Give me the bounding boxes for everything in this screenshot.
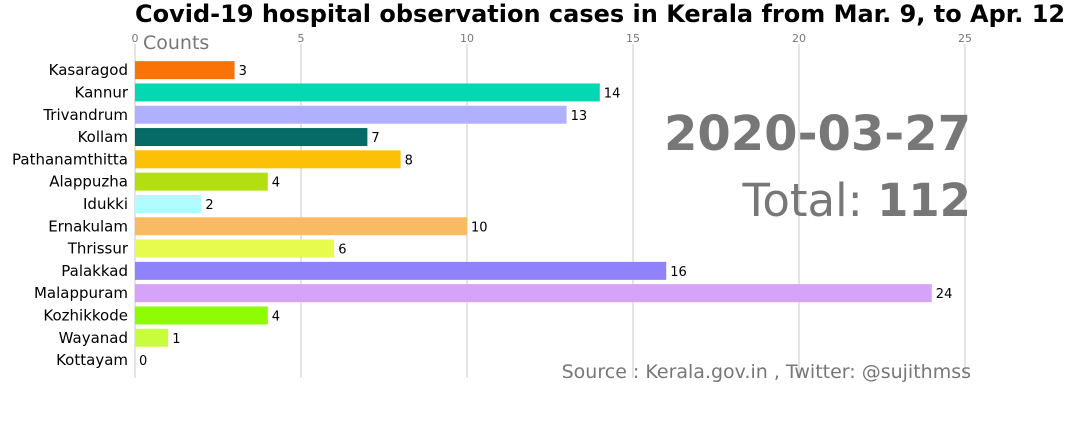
x-tick-label: 20 <box>792 32 806 45</box>
value-label: 3 <box>239 64 247 79</box>
bar <box>135 105 567 124</box>
y-tick-label: Kannur <box>75 83 129 101</box>
bar <box>135 194 202 213</box>
y-tick-label: Palakkad <box>61 262 128 280</box>
y-tick-label: Ernakulam <box>48 217 128 235</box>
bar <box>135 128 368 147</box>
bar <box>135 261 667 280</box>
y-tick-label: Malappuram <box>34 284 128 302</box>
bar <box>135 328 169 347</box>
x-axis-label: Counts <box>143 32 209 54</box>
y-tick-label: Wayanad <box>59 329 128 347</box>
y-tick-label: Kottayam <box>56 351 128 369</box>
value-label: 24 <box>936 287 953 302</box>
x-tick-label: 15 <box>626 32 640 45</box>
y-tick-label: Idukki <box>83 195 128 213</box>
x-tick-label: 0 <box>132 32 139 45</box>
chart-title: Covid-19 hospital observation cases in K… <box>135 0 1065 28</box>
total-value: 112 <box>877 174 971 227</box>
value-label: 13 <box>571 109 588 124</box>
value-label: 4 <box>272 176 280 191</box>
bar <box>135 306 268 325</box>
bar <box>135 284 932 303</box>
bar <box>135 217 467 236</box>
value-label: 6 <box>338 243 346 258</box>
value-label: 8 <box>405 153 413 168</box>
value-label: 0 <box>139 354 147 369</box>
value-label: 10 <box>471 220 488 235</box>
total-label: Total: 112 <box>741 174 971 227</box>
value-label: 4 <box>272 309 280 324</box>
bar <box>135 83 600 102</box>
x-tick-label: 5 <box>298 32 305 45</box>
value-label: 14 <box>604 86 621 101</box>
x-ticks: 0 5 10 15 20 25 <box>132 32 973 45</box>
y-tick-label: Thrissur <box>67 240 129 258</box>
value-label: 16 <box>670 265 687 280</box>
y-tick-label: Pathanamthitta <box>12 150 128 168</box>
bar <box>135 172 268 191</box>
date-label: 2020-03-27 <box>664 106 971 162</box>
value-label: 2 <box>205 198 213 213</box>
x-tick-label: 25 <box>958 32 972 45</box>
value-label: 1 <box>172 332 180 347</box>
y-tick-label: Trivandrum <box>42 106 128 124</box>
bars <box>135 61 932 347</box>
y-tick-labels: Kasaragod Kannur Trivandrum Kollam Pathanamt… <box>12 61 129 369</box>
y-tick-label: Kozhikkode <box>43 306 128 324</box>
bar <box>135 150 401 169</box>
y-tick-label: Kollam <box>78 128 128 146</box>
bar <box>135 239 335 258</box>
y-tick-label: Alappuzha <box>49 173 128 191</box>
bar <box>135 61 235 80</box>
y-tick-label: Kasaragod <box>49 61 128 79</box>
x-tick-label: 10 <box>460 32 474 45</box>
source-label: Source : Kerala.gov.in , Twitter: @sujit… <box>562 361 971 383</box>
total-prefix: Total: <box>741 174 862 227</box>
value-label: 7 <box>371 131 379 146</box>
